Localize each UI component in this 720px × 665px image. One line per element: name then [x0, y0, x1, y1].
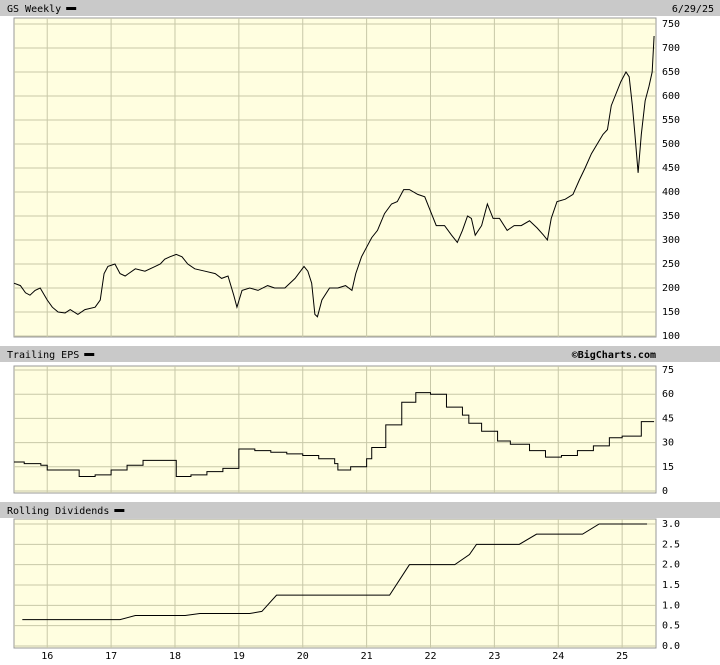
panel-title: Rolling Dividends — [7, 506, 109, 517]
y-tick-label: 600 — [662, 91, 680, 102]
y-tick-label: 100 — [662, 331, 680, 342]
y-tick-label: 2.5 — [662, 539, 680, 550]
y-tick-label: 300 — [662, 235, 680, 246]
price-line — [22, 523, 648, 621]
x-tick-label: 19 — [233, 651, 245, 662]
price-line — [13, 35, 655, 318]
y-tick-label: 2.0 — [662, 560, 680, 571]
y-tick-label: 30 — [662, 438, 674, 449]
x-tick-label: 20 — [297, 651, 309, 662]
x-tick-label: 21 — [361, 651, 373, 662]
y-tick-label: 350 — [662, 211, 680, 222]
panel: Trailing EPS ©BigCharts.com 0 15 30 45 60 75 — [0, 346, 720, 497]
eps-line — [14, 392, 655, 477]
y-tick-label: 0 — [662, 486, 668, 497]
y-tick-label: 400 — [662, 187, 680, 198]
panel-title: Trailing EPS — [7, 350, 79, 361]
panel-header — [0, 0, 720, 16]
panel-header — [0, 346, 720, 362]
legend-swatch — [66, 7, 77, 10]
y-tick-label: 700 — [662, 43, 680, 54]
header-date: 6/29/25 — [672, 4, 714, 15]
y-tick-label: 650 — [662, 67, 680, 78]
x-tick-label: 18 — [169, 651, 181, 662]
panel-title: GS Weekly — [7, 4, 61, 15]
x-tick-label: 24 — [552, 651, 564, 662]
y-tick-label: 250 — [662, 259, 680, 270]
panel: GS Weekly 6/29/25 100 150 200 250 300 350 400 450… — [0, 0, 720, 342]
x-tick-label: 17 — [105, 651, 117, 662]
y-tick-label: 1.5 — [662, 580, 680, 591]
y-tick-label: 450 — [662, 163, 680, 174]
x-tick-label: 23 — [488, 651, 500, 662]
panel-header — [0, 502, 720, 518]
plot-area — [13, 365, 657, 494]
y-tick-label: 550 — [662, 115, 680, 126]
y-tick-label: 75 — [662, 365, 674, 376]
legend-swatch — [114, 509, 125, 512]
header-source: ©BigCharts.com — [572, 349, 656, 361]
y-tick-label: 45 — [662, 413, 674, 424]
panel: Rolling Dividends 0.0 0.5 1.0 1.5 2.0 2.5 3.0 16… — [0, 502, 720, 662]
x-tick-label: 16 — [41, 651, 53, 662]
y-tick-label: 0.0 — [662, 641, 680, 652]
y-tick-label: 750 — [662, 19, 680, 30]
x-tick-label: 22 — [424, 651, 436, 662]
plot-area — [13, 518, 657, 649]
legend-swatch — [84, 353, 95, 356]
y-tick-label: 3.0 — [662, 519, 680, 530]
x-tick-label: 25 — [616, 651, 628, 662]
y-tick-label: 1.0 — [662, 600, 680, 611]
y-tick-label: 60 — [662, 389, 674, 400]
y-tick-label: 500 — [662, 139, 680, 150]
y-tick-label: 200 — [662, 283, 680, 294]
y-tick-label: 0.5 — [662, 621, 680, 632]
plot-area — [13, 17, 657, 338]
y-tick-label: 15 — [662, 462, 674, 473]
y-tick-label: 150 — [662, 307, 680, 318]
